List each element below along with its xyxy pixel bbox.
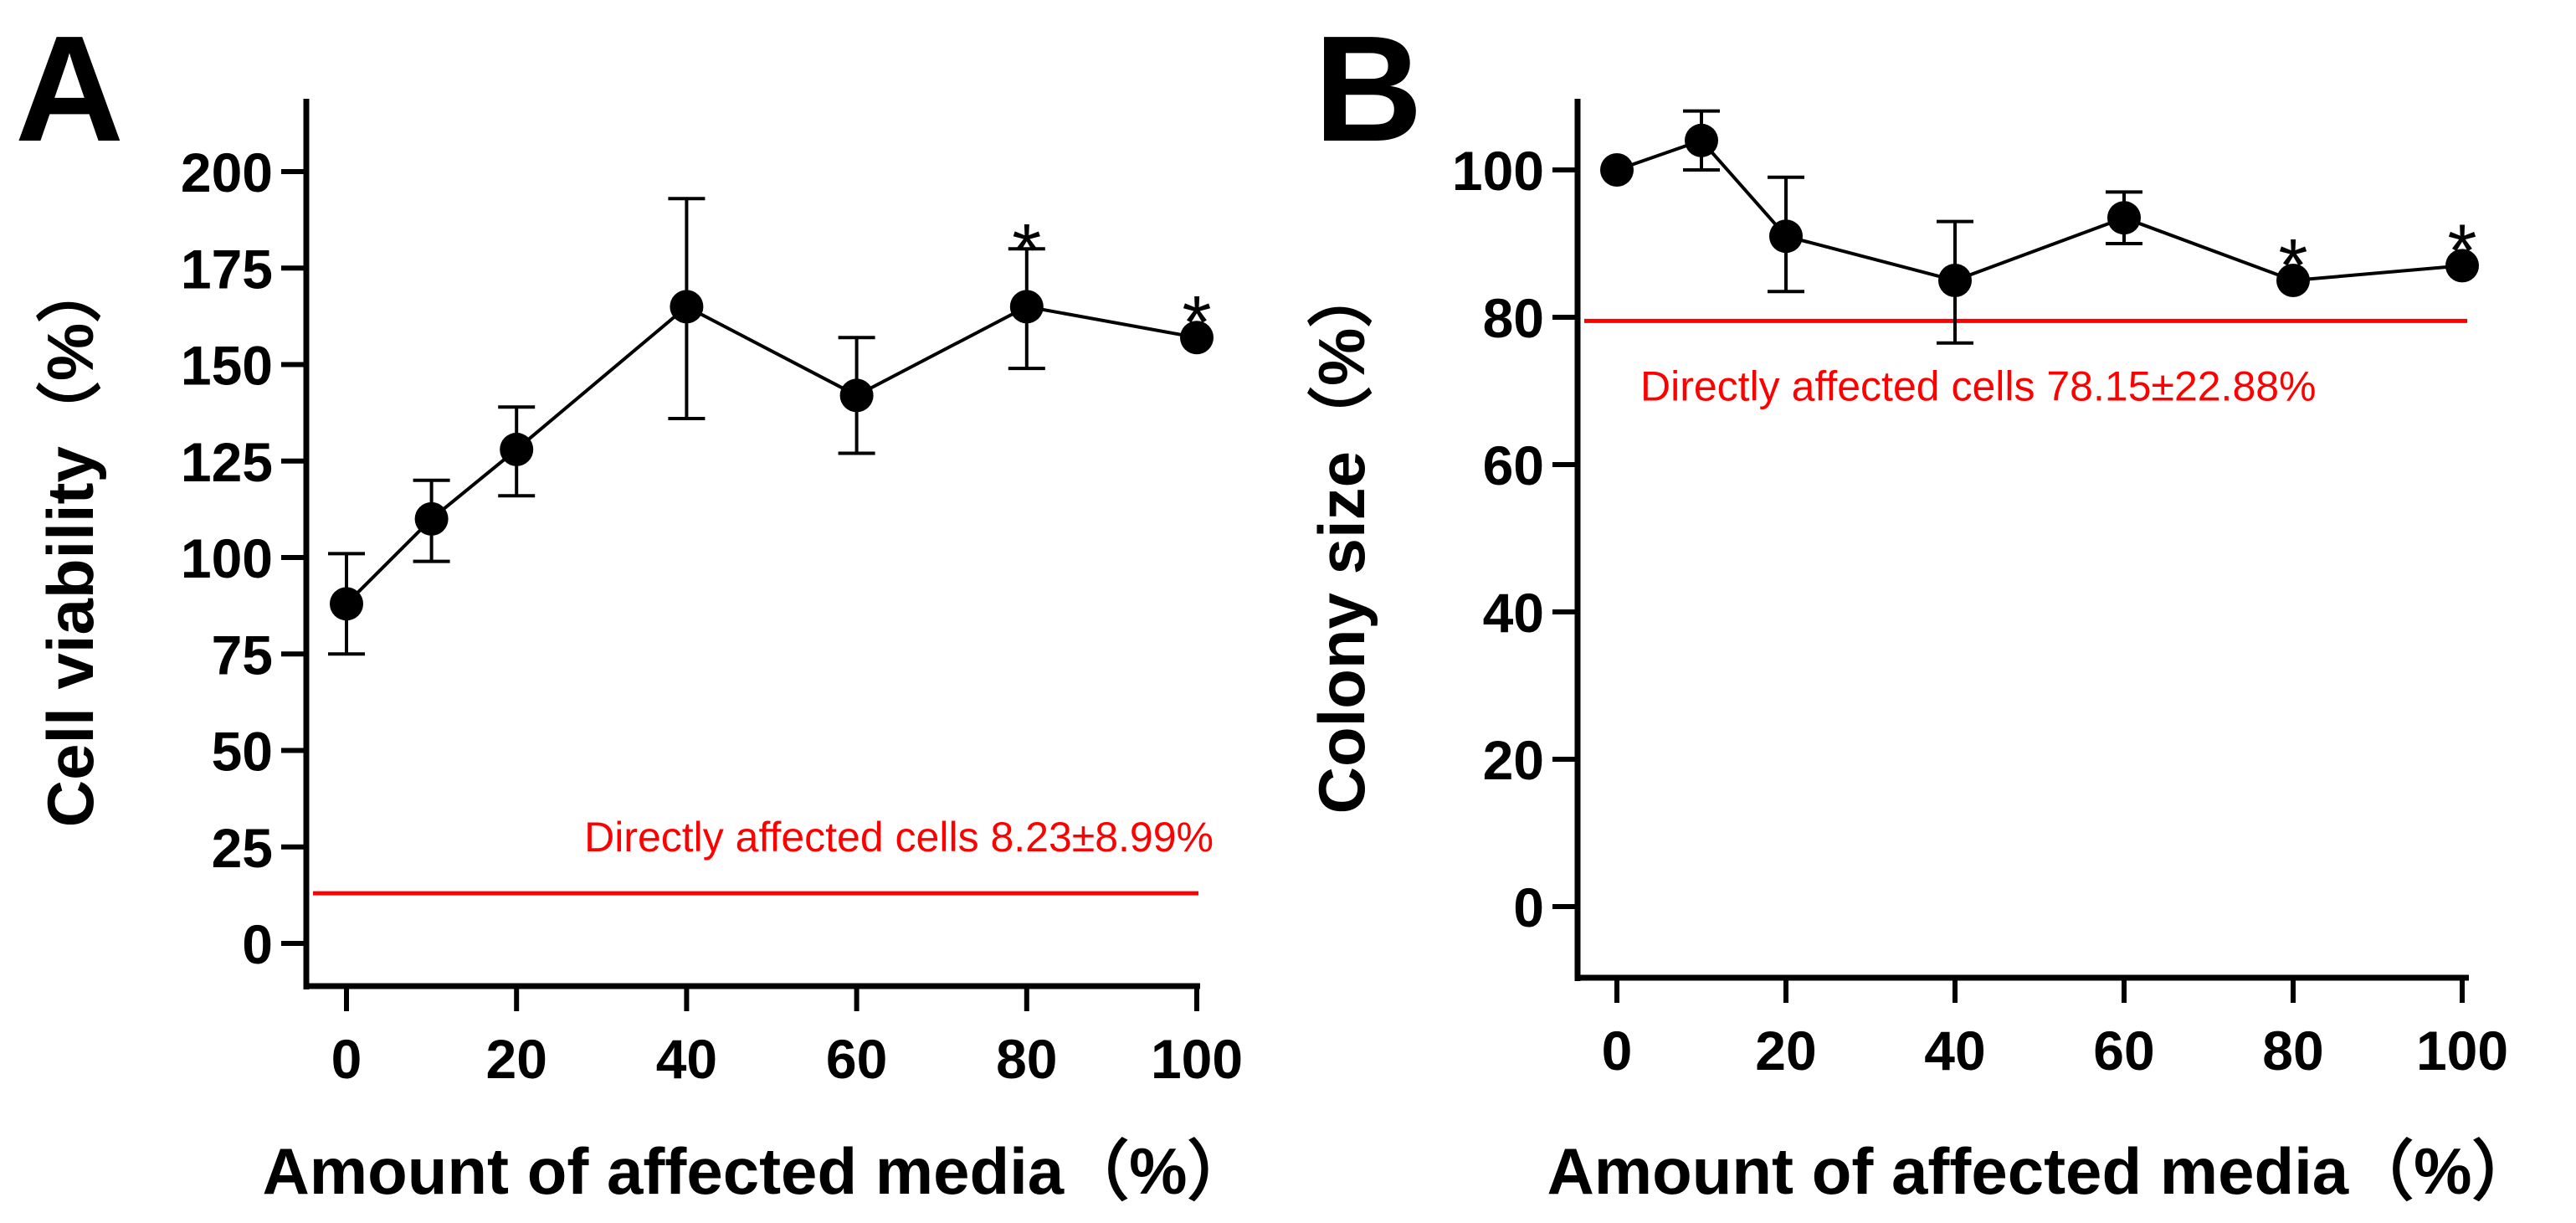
significance-star: * bbox=[2447, 209, 2476, 293]
y-tick-label: 20 bbox=[1483, 729, 1544, 791]
reference-label: Directly affected cells 78.15±22.88% bbox=[1640, 362, 2317, 409]
data-point bbox=[1009, 290, 1044, 324]
data-point bbox=[1600, 153, 1634, 187]
data-point bbox=[839, 378, 874, 413]
x-tick-label: 100 bbox=[1151, 1028, 1243, 1090]
y-tick-label: 40 bbox=[1483, 582, 1544, 644]
x-tick-label: 80 bbox=[996, 1028, 1057, 1090]
significance-star: * bbox=[2278, 224, 2307, 308]
panel-a: A 0 25 50 75 100 125 150 175 200 0 20 40 60 80 100 Amoun… bbox=[15, 5, 1253, 1208]
y-axis-label: Colony size（%） bbox=[1305, 263, 1378, 814]
x-tick-label: 40 bbox=[656, 1028, 717, 1090]
significance-star: * bbox=[1012, 209, 1041, 293]
x-tick-label: 0 bbox=[331, 1028, 362, 1090]
data-point bbox=[2276, 264, 2310, 297]
x-tick-label: 20 bbox=[1755, 1020, 1816, 1082]
y-tick-label: 125 bbox=[181, 431, 273, 493]
x-axis-label: Amount of affected media（%） bbox=[1547, 1134, 2537, 1208]
data-point bbox=[414, 501, 449, 536]
data-point bbox=[2445, 249, 2479, 283]
data-point bbox=[1685, 123, 1718, 157]
y-tick-label: 75 bbox=[212, 624, 273, 686]
data-point bbox=[670, 290, 704, 324]
data-point bbox=[500, 432, 534, 466]
data-point bbox=[1180, 321, 1214, 355]
x-tick-label: 0 bbox=[1602, 1020, 1633, 1082]
panel-label: B bbox=[1314, 5, 1423, 173]
y-tick-label: 100 bbox=[181, 527, 273, 589]
data-point bbox=[1938, 264, 1972, 297]
series-line bbox=[345, 304, 1198, 605]
x-tick-label: 40 bbox=[1924, 1020, 1985, 1082]
significance-star: * bbox=[1182, 281, 1211, 365]
reference-label: Directly affected cells 8.23±8.99% bbox=[584, 814, 1214, 861]
y-tick-label: 50 bbox=[212, 721, 273, 783]
y-axis-label: Cell viability（%） bbox=[33, 258, 107, 828]
x-tick-label: 20 bbox=[485, 1028, 547, 1090]
y-tick-label: 0 bbox=[1513, 876, 1544, 938]
x-axis-label: Amount of affected media（%） bbox=[262, 1134, 1252, 1208]
y-tick-label: 200 bbox=[181, 141, 273, 203]
x-tick-label: 60 bbox=[2093, 1020, 2154, 1082]
y-tick-label: 175 bbox=[181, 238, 273, 300]
x-tick-label: 100 bbox=[2416, 1020, 2508, 1082]
y-tick-label: 100 bbox=[1452, 140, 1544, 202]
series-line bbox=[1616, 138, 2463, 283]
y-tick-label: 80 bbox=[1483, 287, 1544, 349]
data-point bbox=[330, 587, 363, 621]
y-tick-label: 25 bbox=[212, 817, 273, 879]
x-tick-label: 80 bbox=[2262, 1020, 2323, 1082]
panel-b: B 0 20 40 60 80 100 0 20 40 60 80 100 Amount of affec… bbox=[1305, 5, 2538, 1208]
y-tick-label: 0 bbox=[242, 913, 273, 975]
data-point bbox=[1769, 219, 1803, 254]
y-tick-label: 150 bbox=[181, 335, 273, 397]
x-tick-label: 60 bbox=[826, 1028, 887, 1090]
data-point bbox=[2107, 201, 2141, 235]
panel-label: A bbox=[15, 5, 124, 173]
y-tick-label: 60 bbox=[1483, 434, 1544, 496]
